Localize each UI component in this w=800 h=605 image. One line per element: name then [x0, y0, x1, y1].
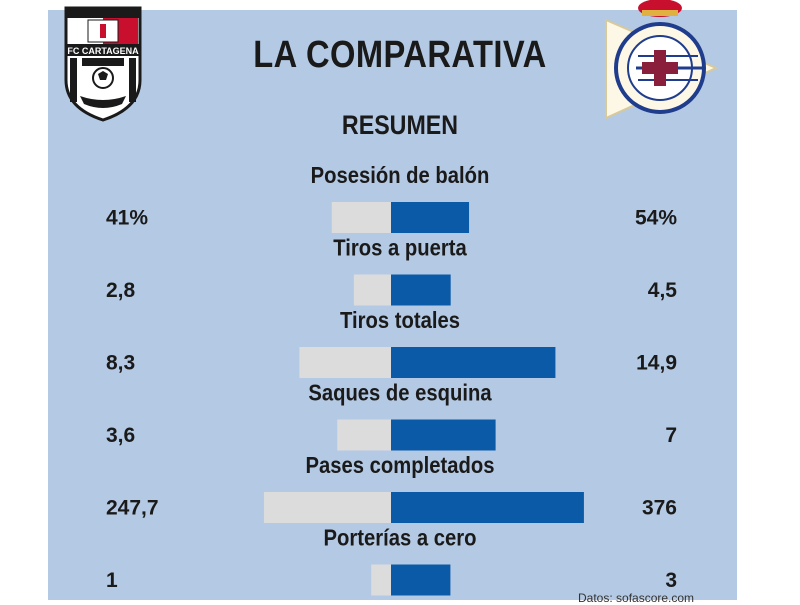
- left-bar: [353, 274, 391, 306]
- right-value-label: 14,9: [636, 352, 677, 375]
- right-bar: [391, 564, 451, 596]
- category-label: Pases completados: [306, 452, 495, 479]
- category-label: Posesión de balón: [311, 162, 490, 189]
- left-value-label: 41%: [106, 207, 148, 230]
- left-bar: [299, 347, 391, 378]
- left-bar: [371, 564, 391, 596]
- right-value-label: 7: [665, 424, 677, 447]
- right-bar: [391, 274, 451, 306]
- page-subtitle: RESUMEN: [341, 110, 459, 140]
- left-value-label: 8,3: [106, 352, 135, 375]
- right-bar: [391, 419, 496, 451]
- right-value-label: 3: [665, 569, 677, 592]
- category-label: Tiros a puerta: [333, 234, 467, 261]
- left-value-label: 2,8: [106, 279, 136, 302]
- left-bar: [337, 419, 391, 451]
- category-label: Saques de esquina: [308, 379, 492, 406]
- right-bar: [391, 202, 470, 233]
- category-label: Tiros totales: [340, 307, 460, 334]
- right-value-label: 4,5: [648, 279, 678, 302]
- left-value-label: 3,6: [106, 424, 135, 447]
- left-bar: [263, 492, 391, 523]
- left-bar: [331, 202, 391, 233]
- svg-text:FC CARTAGENA: FC CARTAGENA: [67, 46, 139, 56]
- source-note: Datos: sofascore.com: [578, 591, 695, 605]
- fc-cartagena-crest-icon: FC CARTAGENA: [64, 6, 142, 122]
- deportivo-crest-icon: [605, 0, 719, 120]
- left-value-label: 247,7: [106, 497, 159, 520]
- category-label: Porterías a cero: [324, 524, 477, 551]
- right-bar: [391, 492, 584, 523]
- right-bar: [391, 347, 556, 378]
- right-value-label: 54%: [635, 207, 677, 230]
- right-value-label: 376: [642, 497, 677, 520]
- page-title: LA COMPARATIVA: [253, 34, 547, 76]
- left-value-label: 1: [106, 569, 118, 592]
